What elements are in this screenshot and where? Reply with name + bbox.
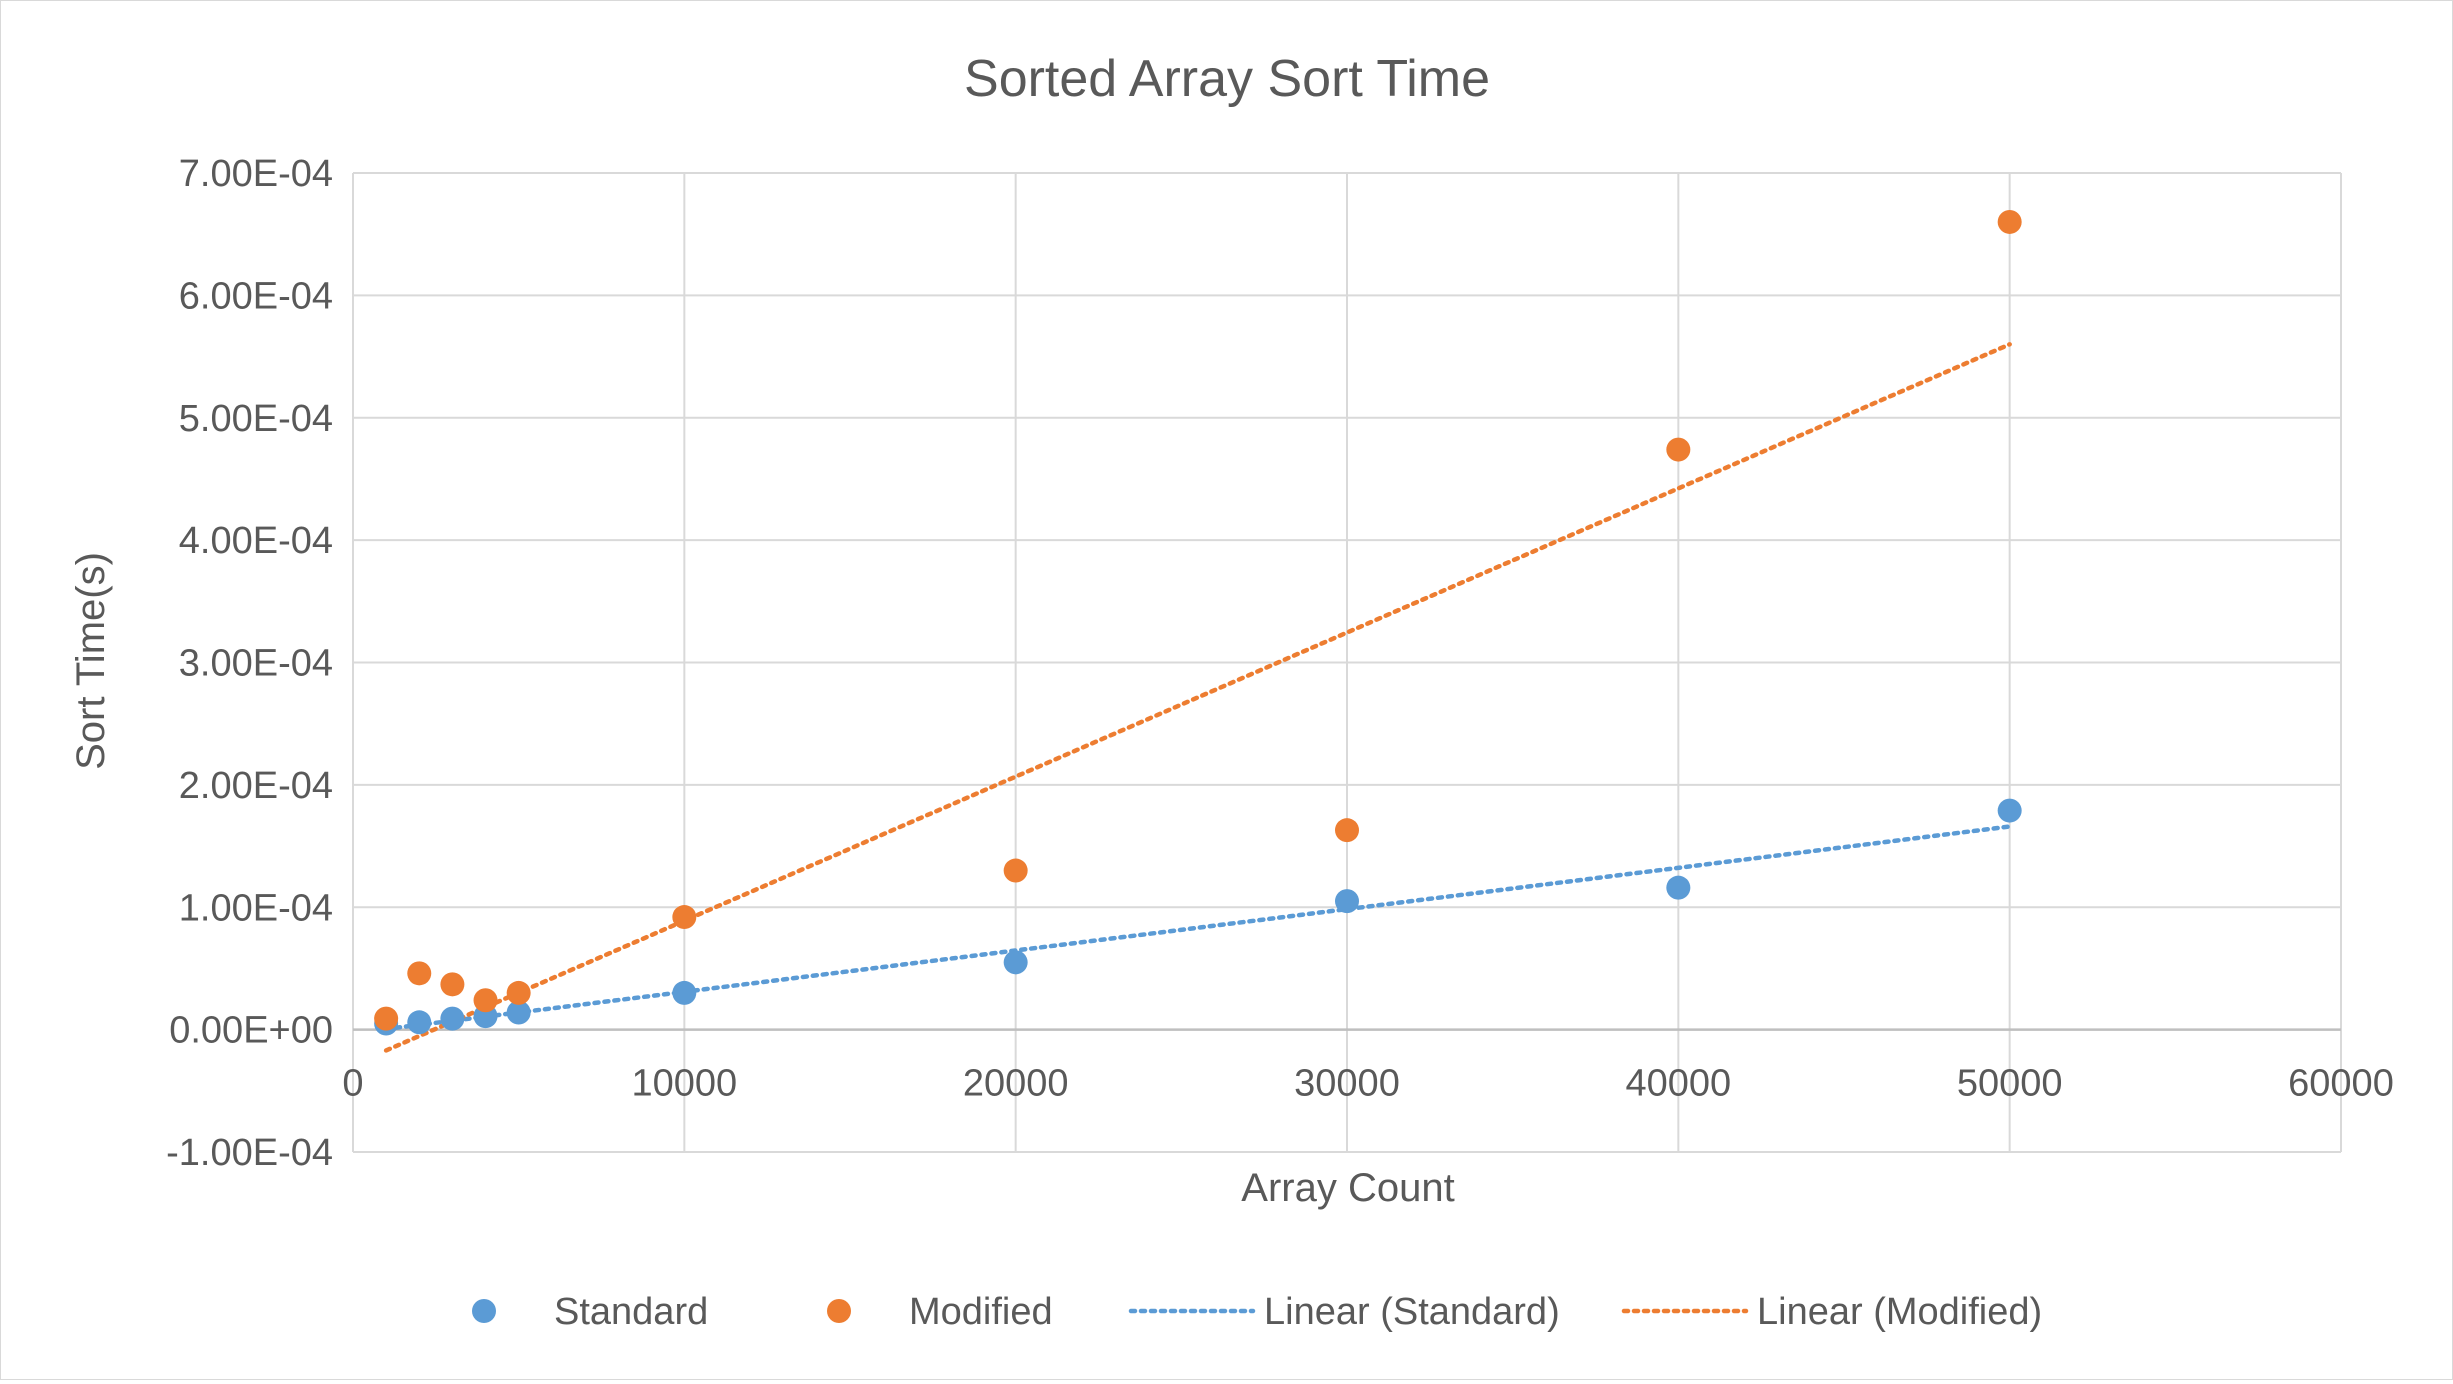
point-standard xyxy=(1997,798,2022,823)
trendline-standard xyxy=(383,824,2012,1032)
y-tick-label: 7.00E-04 xyxy=(179,153,333,195)
x-tick-label: 10000 xyxy=(631,1063,737,1105)
legend: Standard Modified Linear (Standard) Linear … xyxy=(472,1291,2042,1333)
legend-marker-modified xyxy=(827,1299,851,1323)
x-axis-ticks: 0 10000 20000 30000 40000 50000 60000 xyxy=(342,1063,2393,1105)
point-modified xyxy=(473,988,498,1013)
trendlines xyxy=(383,342,2012,1053)
legend-label: Standard xyxy=(554,1291,708,1333)
point-standard xyxy=(1335,889,1359,914)
x-tick-label: 60000 xyxy=(2288,1063,2394,1105)
y-tick-label: 4.00E-04 xyxy=(179,520,333,562)
point-standard xyxy=(407,1010,432,1035)
point-standard xyxy=(1003,950,1028,975)
x-tick-label: 20000 xyxy=(963,1063,1069,1105)
legend-label: Linear (Standard) xyxy=(1264,1291,1560,1333)
x-axis-label: Array Count xyxy=(1241,1166,1454,1210)
point-standard xyxy=(506,1000,531,1025)
gridlines xyxy=(352,172,2342,1153)
x-tick-label: 40000 xyxy=(1625,1063,1731,1105)
point-modified xyxy=(440,972,465,997)
data-points xyxy=(374,209,2022,1036)
x-tick-label: 0 xyxy=(342,1063,363,1105)
point-modified xyxy=(1335,818,1359,843)
point-modified xyxy=(374,1006,399,1031)
chart-title: Sorted Array Sort Time xyxy=(964,50,1490,108)
y-tick-label: 2.00E-04 xyxy=(179,765,333,807)
legend-marker-standard xyxy=(472,1299,496,1323)
point-modified xyxy=(1003,858,1028,883)
trendline-modified xyxy=(383,342,2012,1053)
y-tick-label: -1.00E-04 xyxy=(166,1132,333,1174)
y-tick-label: 0.00E+00 xyxy=(169,1010,333,1052)
legend-label: Linear (Modified) xyxy=(1757,1291,2042,1333)
point-modified xyxy=(1666,437,1691,462)
legend-label: Modified xyxy=(909,1291,1053,1333)
point-modified xyxy=(1997,209,2022,234)
point-standard xyxy=(1666,875,1691,900)
y-axis-ticks: -1.00E-04 0.00E+00 1.00E-04 2.00E-04 3.00E-0… xyxy=(166,153,333,1174)
x-tick-label: 50000 xyxy=(1957,1063,2063,1105)
y-axis-label: Sort Time(s) xyxy=(69,552,113,770)
x-tick-label: 30000 xyxy=(1294,1063,1400,1105)
y-tick-label: 6.00E-04 xyxy=(179,275,333,317)
point-modified xyxy=(407,961,432,986)
point-standard xyxy=(672,980,697,1005)
point-modified xyxy=(506,980,531,1005)
y-tick-label: 3.00E-04 xyxy=(179,643,333,685)
y-tick-label: 1.00E-04 xyxy=(179,887,333,929)
point-standard xyxy=(440,1006,465,1031)
y-tick-label: 5.00E-04 xyxy=(179,398,333,440)
point-modified xyxy=(672,905,697,930)
